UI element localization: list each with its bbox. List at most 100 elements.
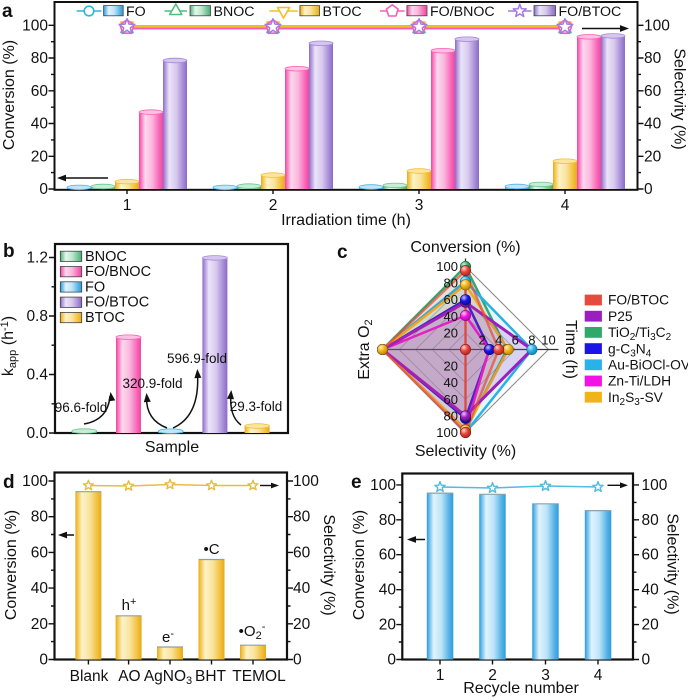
svg-text:20: 20 xyxy=(31,616,49,633)
svg-text:1.2: 1.2 xyxy=(26,250,48,267)
svg-text:Selectivity (%): Selectivity (%) xyxy=(671,48,688,149)
svg-text:0.8: 0.8 xyxy=(26,308,48,325)
svg-text:d: d xyxy=(3,472,15,493)
svg-text:2: 2 xyxy=(478,333,485,348)
svg-text:BNOC: BNOC xyxy=(85,249,127,265)
svg-text:2: 2 xyxy=(488,667,497,684)
svg-text:40: 40 xyxy=(379,582,397,599)
svg-text:60: 60 xyxy=(644,83,662,100)
svg-text:20: 20 xyxy=(644,148,662,165)
svg-text:Au-BiOCl-OV: Au-BiOCl-OV xyxy=(608,358,688,373)
svg-text:40: 40 xyxy=(444,375,458,390)
svg-text:8: 8 xyxy=(528,333,535,348)
svg-text:0: 0 xyxy=(644,181,653,198)
svg-text:1: 1 xyxy=(123,197,132,214)
svg-text:0.0: 0.0 xyxy=(26,425,48,442)
svg-text:80: 80 xyxy=(444,276,458,291)
svg-text:Conversion (%): Conversion (%) xyxy=(1,40,18,150)
svg-text:FO/BTOC: FO/BTOC xyxy=(85,295,149,311)
svg-text:Irradiation time (h): Irradiation time (h) xyxy=(281,212,411,229)
svg-text:100: 100 xyxy=(22,473,48,490)
svg-text:80: 80 xyxy=(31,509,49,526)
svg-text:29.3-fold: 29.3-fold xyxy=(230,399,283,414)
svg-text:Selectivity (%): Selectivity (%) xyxy=(664,513,681,614)
svg-text:BTOC: BTOC xyxy=(323,4,362,20)
svg-text:0: 0 xyxy=(293,652,302,669)
svg-text:60: 60 xyxy=(642,547,660,564)
svg-text:g-C3N4: g-C3N4 xyxy=(608,341,652,359)
svg-text:100: 100 xyxy=(436,425,458,440)
svg-text:AO: AO xyxy=(118,668,140,685)
svg-text:Time (h): Time (h) xyxy=(562,320,579,379)
svg-text:Zn-Ti/LDH: Zn-Ti/LDH xyxy=(608,374,671,389)
svg-text:100: 100 xyxy=(644,17,670,34)
svg-text:BTOC: BTOC xyxy=(85,310,125,326)
svg-text:40: 40 xyxy=(31,116,49,133)
svg-text:4: 4 xyxy=(495,333,502,348)
svg-text:40: 40 xyxy=(293,580,311,597)
svg-text:Blank: Blank xyxy=(70,668,109,685)
svg-text:0.4: 0.4 xyxy=(26,367,48,384)
svg-text:e: e xyxy=(351,472,362,493)
svg-text:40: 40 xyxy=(644,116,662,133)
svg-text:80: 80 xyxy=(642,512,660,529)
svg-text:4: 4 xyxy=(594,667,603,684)
svg-text:10: 10 xyxy=(541,333,555,348)
svg-text:40: 40 xyxy=(31,580,49,597)
svg-text:80: 80 xyxy=(293,509,311,526)
svg-text:100: 100 xyxy=(370,477,396,494)
svg-text:596.9-fold: 596.9-fold xyxy=(167,351,227,366)
svg-text:BHT: BHT xyxy=(195,668,227,685)
svg-text:Selectivity (%): Selectivity (%) xyxy=(415,443,516,460)
svg-text:3: 3 xyxy=(415,197,424,214)
svg-text:80: 80 xyxy=(31,50,49,67)
svg-text:0: 0 xyxy=(39,652,48,669)
svg-text:60: 60 xyxy=(444,392,458,407)
svg-text:FO/BNOC: FO/BNOC xyxy=(85,264,151,280)
svg-text:•O2-: •O2- xyxy=(239,621,266,642)
svg-text:Conversion (%): Conversion (%) xyxy=(3,510,20,620)
svg-text:AgNO3: AgNO3 xyxy=(144,668,192,687)
svg-text:•C: •C xyxy=(203,541,219,558)
svg-text:80: 80 xyxy=(379,512,397,529)
svg-text:20: 20 xyxy=(444,359,458,374)
svg-text:20: 20 xyxy=(379,617,397,634)
svg-text:96.6-fold: 96.6-fold xyxy=(55,400,108,415)
svg-text:Recycle number: Recycle number xyxy=(463,680,579,697)
svg-text:Extra O2: Extra O2 xyxy=(356,319,375,379)
svg-text:a: a xyxy=(2,1,13,22)
svg-text:FO: FO xyxy=(85,279,105,295)
svg-text:FO/BNOC: FO/BNOC xyxy=(430,4,495,20)
svg-text:20: 20 xyxy=(293,616,311,633)
svg-text:P25: P25 xyxy=(608,309,633,324)
svg-text:40: 40 xyxy=(444,309,458,324)
svg-text:1: 1 xyxy=(436,667,445,684)
svg-text:6: 6 xyxy=(512,333,519,348)
svg-text:Sample: Sample xyxy=(145,439,199,456)
svg-text:0: 0 xyxy=(387,652,396,669)
svg-text:60: 60 xyxy=(444,292,458,307)
svg-text:Selectivity (%): Selectivity (%) xyxy=(320,514,337,615)
svg-text:BNOC: BNOC xyxy=(214,4,255,20)
svg-text:TEMOL: TEMOL xyxy=(232,668,286,685)
svg-text:0: 0 xyxy=(39,181,48,198)
svg-text:FO: FO xyxy=(126,4,146,20)
svg-text:80: 80 xyxy=(444,408,458,423)
svg-text:20: 20 xyxy=(444,325,458,340)
svg-text:60: 60 xyxy=(31,83,49,100)
svg-text:60: 60 xyxy=(293,544,311,561)
svg-text:4: 4 xyxy=(561,197,570,214)
svg-text:Conversion (%): Conversion (%) xyxy=(351,510,368,620)
svg-text:80: 80 xyxy=(644,50,662,67)
svg-text:FO/BTOC: FO/BTOC xyxy=(559,4,622,20)
svg-text:Conversion (%): Conversion (%) xyxy=(410,239,520,256)
svg-text:FO/BTOC: FO/BTOC xyxy=(608,293,669,308)
svg-text:320.9-fold: 320.9-fold xyxy=(122,376,182,391)
svg-text:TiO2/Ti3C2: TiO2/Ti3C2 xyxy=(608,325,672,343)
svg-text:0: 0 xyxy=(642,652,651,669)
svg-text:20: 20 xyxy=(642,617,660,634)
svg-text:3: 3 xyxy=(541,667,550,684)
svg-text:60: 60 xyxy=(31,544,49,561)
svg-text:2: 2 xyxy=(269,197,278,214)
svg-text:100: 100 xyxy=(436,259,458,274)
